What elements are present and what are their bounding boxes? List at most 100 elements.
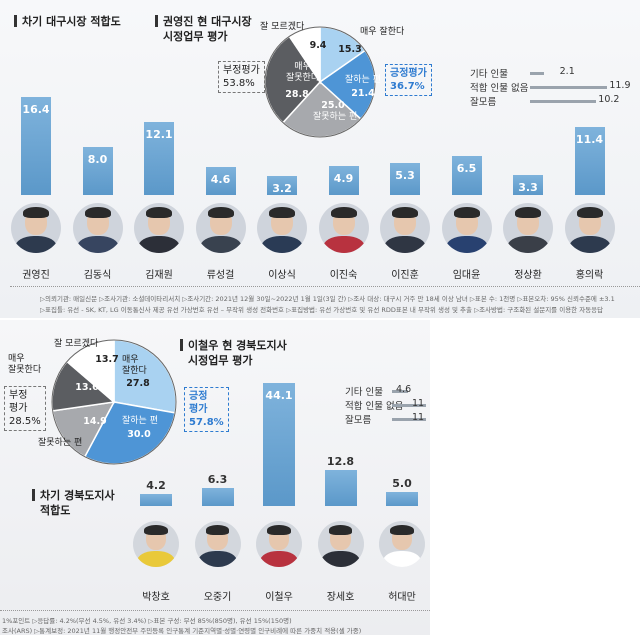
gb-bar-0 [140, 494, 172, 506]
daegu-bar-4 [267, 175, 297, 195]
gb-photo-1-hair [205, 524, 230, 535]
daegu-photo-4 [257, 203, 307, 253]
gb-note-line2: 조사(ARS) ▷통계보정: 2021년 11월 행정안전부 주민등록 인구통계… [2, 627, 362, 635]
gb-photo-3-suit [321, 551, 360, 567]
daegu-pie-value-wrong: 25.0 [321, 100, 345, 111]
gb-pie-label-unknown: 잘 모르겠다 [54, 339, 99, 349]
gb-photo-1 [194, 521, 241, 567]
gb-pie-label-very-good: 매우 잘한다 [122, 355, 147, 377]
daegu-pie-value-very-bad: 28.8 [285, 89, 309, 100]
gb-positive-label-1: 긍정 [189, 391, 208, 402]
daegu-photo-4-suit [261, 236, 303, 253]
daegu-bar-value-3: 4.6 [210, 173, 231, 187]
daegu-candidate-name-4: 이상식 [268, 270, 296, 281]
daegu-negative-box: 부정평가 53.8% [218, 61, 265, 93]
gb-bar-value-0: 4.2 [146, 479, 166, 493]
daegu-bar-1 [82, 147, 113, 195]
gb-candidate-name-2: 이철우 [265, 592, 293, 603]
daegu-photo-1 [72, 203, 123, 253]
gb-side-value-1: 11 [412, 398, 425, 409]
daegu-photo-1-suit [76, 236, 119, 253]
daegu-pie-value-very-good: 15.3 [338, 44, 362, 55]
daegu-pie-label-very-bad-2: 잘못한다 [286, 73, 320, 83]
gb-side-value-0: 4.6 [396, 384, 412, 395]
daegu-photo-9 [564, 203, 615, 253]
daegu-photo-7 [441, 203, 492, 253]
gb-pie-label-good: 잘하는 편 [122, 416, 158, 426]
daegu-pie-title-line2: 시정업무 평가 [163, 30, 228, 43]
gb-bar-4 [386, 492, 418, 506]
daegu-bar-value-0: 16.4 [22, 102, 50, 116]
daegu-candidate-name-5: 이진숙 [329, 270, 358, 281]
daegu-bar-7 [451, 156, 482, 195]
daegu-side-label-none: 적합 인물 없음 [470, 83, 529, 94]
daegu-positive-box: 긍정평가 36.7% [385, 64, 432, 96]
daegu-candidate-name-3: 류성걸 [206, 270, 235, 281]
daegu-candidate-name-1: 김동식 [83, 270, 112, 281]
gb-side-bar-2 [392, 418, 426, 421]
daegu-pie-label-very-good: 매우 잘한다 [360, 27, 405, 37]
gb-positive-box: 긍정 평가 57.8% [184, 387, 229, 432]
daegu-bar-6 [390, 163, 420, 195]
gb-bar-value-4: 5.0 [392, 477, 412, 490]
gb-side-label-other: 기타 인물 [345, 387, 383, 398]
daegu-pie-value-unknown: 9.4 [309, 40, 327, 51]
daegu-side-bar-0 [530, 72, 544, 75]
daegu-side-value-2: 10.2 [598, 94, 620, 105]
daegu-pie-label-unknown: 잘 모르겠다 [260, 22, 305, 32]
gb-pie-value-unknown: 13.7 [95, 354, 119, 365]
gb-candidate-name-3: 장세호 [326, 592, 355, 603]
daegu-side-value-0: 2.1 [559, 66, 575, 77]
gb-bar-value-2: 44.1 [265, 388, 293, 402]
daegu-side-label-other: 기타 인물 [470, 69, 508, 80]
daegu-negative-value: 53.8% [223, 78, 255, 89]
daegu-photo-9-hair [576, 207, 603, 218]
gb-pie-value-good: 30.0 [127, 429, 151, 440]
daegu-side-label-unknown: 잘모름 [470, 97, 497, 108]
gb-pie-value-very-bad: 13.6 [75, 382, 99, 393]
daegu-candidate-name-8: 정상환 [514, 270, 542, 281]
daegu-candidate-name-0: 권영진 [22, 270, 50, 281]
daegu-candidate-name-7: 임대윤 [452, 270, 481, 281]
daegu-bar-value-8: 3.3 [518, 181, 538, 195]
daegu-photo-3 [195, 203, 246, 253]
gb-photo-2-suit [259, 551, 299, 567]
daegu-bar-value-9: 11.4 [575, 132, 604, 146]
gb-bar-value-3: 12.8 [326, 455, 355, 469]
daegu-side-bar-1 [530, 86, 608, 89]
daegu-pie-label-good: 잘하는 편 [345, 75, 381, 85]
daegu-photo-4-hair [269, 207, 295, 218]
daegu-photo-0-hair [23, 207, 49, 218]
daegu-positive-value: 36.7% [390, 81, 425, 92]
daegu-bar-2 [144, 122, 174, 195]
gb-photo-0 [133, 521, 179, 567]
gb-bar-3 [324, 470, 357, 506]
gb-pie-label-very-good-1: 매우 [122, 355, 139, 365]
gb-negative-box: 부정 평가 28.5% [4, 386, 46, 431]
daegu-bar-9 [574, 126, 605, 195]
daegu-bar-value-7: 6.5 [456, 162, 477, 175]
gb-negative-label-2: 평가 [9, 403, 28, 414]
gb-photo-1-suit [198, 551, 237, 567]
daegu-bar-5 [328, 165, 359, 195]
gb-candidate-name-0: 박창호 [142, 592, 170, 603]
gb-negative-value: 28.5% [9, 416, 41, 427]
gb-pie-title-line1: 이철우 현 경북도지사 [188, 339, 287, 352]
daegu-bar-value-2: 12.1 [145, 128, 173, 142]
gb-pie-label-wrong: 잘못하는 편 [38, 438, 83, 448]
gb-bar-2 [263, 382, 295, 506]
gb-photo-4-hair [390, 524, 414, 535]
daegu-panel: 차기 대구시장 적합도 16.4 권영진 8.0 김동식 12.1 김재원 4.6 류성걸 3.… [0, 0, 640, 318]
daegu-photo-7-hair [453, 207, 480, 218]
gb-pie-title-line2: 시정업무 평가 [188, 354, 253, 367]
daegu-notes-divider [10, 286, 640, 287]
daegu-candidate-name-6: 이진훈 [391, 270, 419, 281]
daegu-pie-title: 권영진 현 대구시장 시정업무 평가 [155, 14, 252, 44]
gb-candidate-name-4: 허대만 [388, 592, 416, 603]
daegu-pie-label-very-bad: 매우 잘못한다 [286, 62, 319, 84]
gb-pie-label-very-bad-1: 매우 [8, 354, 25, 364]
daegu-photo-6-hair [392, 207, 418, 218]
gb-side-bar-1 [392, 404, 426, 407]
gb-negative-label-1: 부정 [9, 390, 28, 401]
